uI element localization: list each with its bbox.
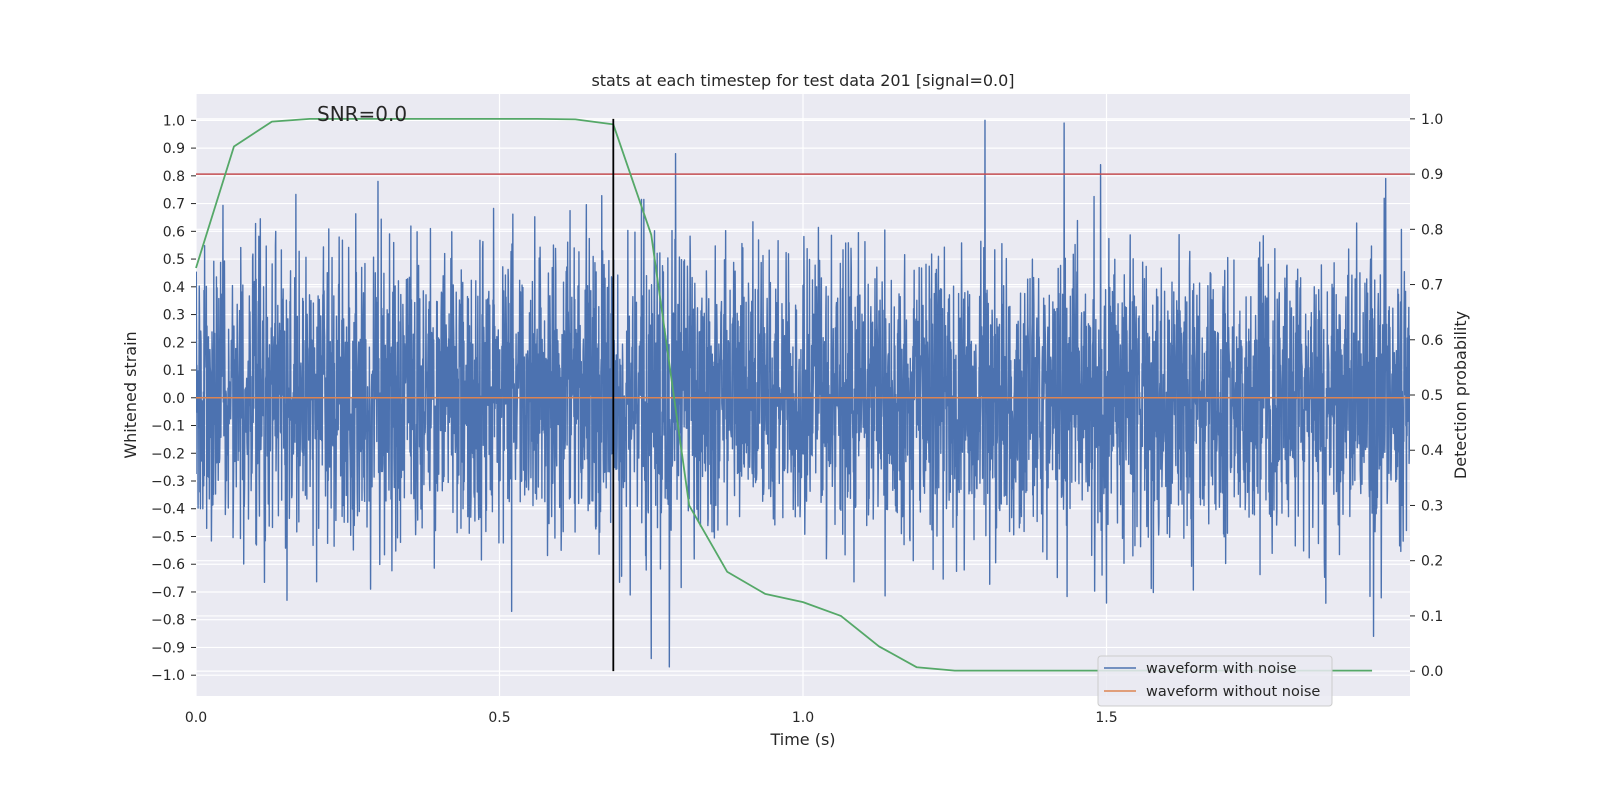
y2-tick-label: 0.9 (1421, 167, 1443, 183)
y-tick-label: −0.7 (151, 585, 185, 601)
snr-annotation: SNR=0.0 (317, 102, 407, 126)
y-tick-label: 0.1 (163, 363, 185, 379)
y-axis-label: Whitened strain (121, 331, 140, 458)
y-tick-label: 0.9 (163, 141, 185, 157)
y-tick-label: 0.3 (163, 308, 185, 324)
ticks: 1.0 0.9 0.8 0.7 0.6 0.5 0.4 0.3 0.2 0.1 0.0 −0.1 −0.… (151, 112, 1443, 726)
y-tick-label: 0.0 (163, 391, 185, 407)
y-tick-label: −0.5 (151, 529, 185, 545)
y-tick-label: 0.5 (163, 252, 185, 268)
y-tick-label: −0.2 (151, 446, 185, 462)
y2-tick-label: 0.5 (1421, 388, 1443, 404)
y-tick-label: 0.4 (163, 280, 185, 296)
plot-area (196, 119, 1410, 668)
x-tick-label: 1.5 (1095, 710, 1117, 726)
legend-label-with-noise: waveform with noise (1146, 661, 1297, 677)
y-tick-label: −0.6 (151, 557, 185, 573)
y-tick-label: −1.0 (151, 668, 185, 684)
y2-tick-label: 0.7 (1421, 278, 1443, 294)
legend-label-without-noise: waveform without noise (1146, 684, 1320, 700)
y-tick-label: −0.1 (151, 419, 185, 435)
chart-title: stats at each timestep for test data 201… (591, 71, 1014, 90)
y-tick-label: −0.8 (151, 613, 185, 629)
y2-tick-label: 0.2 (1421, 554, 1443, 570)
legend: waveform with noise waveform without noi… (1097, 655, 1333, 707)
y2-tick-label: 0.4 (1421, 443, 1443, 459)
x-tick-label: 0.5 (488, 710, 510, 726)
y2-tick-label: 0.3 (1421, 498, 1443, 514)
y-tick-label: 0.2 (163, 335, 185, 351)
y2-axis-label: Detection probability (1451, 311, 1470, 479)
y-tick-label: 0.7 (163, 197, 185, 213)
x-tick-label: 0.0 (185, 710, 207, 726)
y-tick-label: −0.9 (151, 640, 185, 656)
y2-tick-label: 0.1 (1421, 609, 1443, 625)
y2-tick-label: 0.6 (1421, 333, 1443, 349)
y-tick-label: −0.3 (151, 474, 185, 490)
x-tick-label: 1.0 (792, 710, 814, 726)
x-axis-label: Time (s) (769, 730, 835, 749)
series-waveform-with-noise (196, 119, 1410, 668)
y2-tick-label: 0.0 (1421, 664, 1443, 680)
y-tick-label: 1.0 (163, 113, 185, 129)
y2-tick-label: 0.8 (1421, 222, 1443, 238)
y-tick-label: −0.4 (151, 502, 185, 518)
legend-box (1097, 655, 1333, 707)
y-tick-label: 0.6 (163, 224, 185, 240)
y-tick-label: 0.8 (163, 169, 185, 185)
y2-tick-label: 1.0 (1421, 112, 1443, 128)
